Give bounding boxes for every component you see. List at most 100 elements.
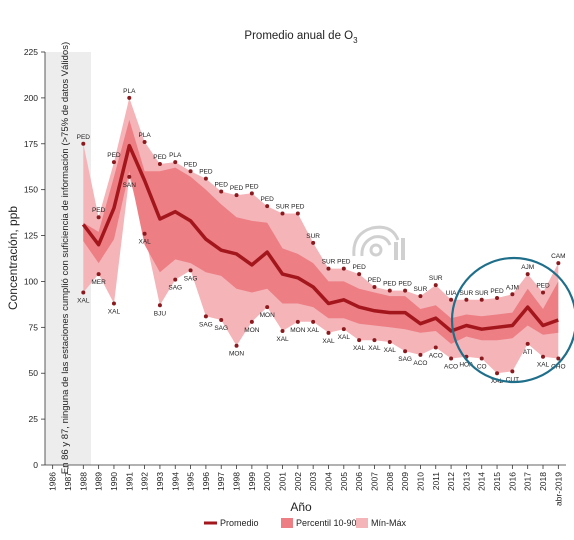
min-station-label: MON [290,327,305,334]
min-point [203,314,208,319]
y-tick-label: 50 [29,368,39,378]
min-point [280,329,285,334]
min-station-label: ATI [523,349,533,356]
x-tick-label: 1989 [94,472,104,491]
min-point [556,356,561,361]
x-tick-label: 2016 [507,472,517,491]
max-station-label: SUR [306,233,320,240]
x-tick-label: 2009 [400,472,410,491]
max-point [295,211,300,216]
x-tick-label: 1998 [232,472,242,491]
max-station-label: PED [368,277,382,284]
max-point [357,272,362,277]
x-tick-label: 2015 [492,472,502,491]
x-tick-label: 2003 [308,472,318,491]
max-point [265,204,270,209]
x-tick-label: 2008 [385,472,395,491]
x-tick-label: 2006 [354,472,364,491]
y-axis-ticks: 0 25 50 75 100 125 150 175 200 225 [24,47,45,470]
watermark-logo [352,225,405,260]
min-station-label: MER [91,279,106,286]
max-point [418,294,423,299]
legend-item-promedio: Promedio [204,518,259,528]
max-station-label: PED [215,182,229,189]
min-station-label: MON [229,351,244,358]
max-point [326,266,331,271]
min-station-label: XAL [537,362,550,369]
max-station-label: PED [153,154,167,161]
max-station-label: PED [398,281,412,288]
max-station-label: SUR [429,275,443,282]
min-point [433,345,438,350]
chart-title-subscript: 3 [353,36,358,45]
min-point [495,371,500,376]
max-point [525,272,530,277]
min-point [510,369,515,374]
legend-label-percentil: Percentil 10-90 [296,518,357,528]
min-max-band [83,97,559,374]
legend: Promedio Percentil 10-90 Mín-Máx [204,518,407,528]
min-point [81,290,86,295]
plot-area: PED XAL PED MER PED XAL PLA SAN PLA XAL PED BJU PLA S… [77,88,566,385]
max-point [403,288,408,293]
y-tick-label: 175 [24,139,38,149]
x-tick-label: 1988 [78,472,88,491]
x-axis-ticks: 1986 1987 1988 1989 1990 1991 1992 1993 1994 1995… [48,465,563,506]
x-tick-label: 1993 [155,472,165,491]
min-station-label: XAL [276,336,289,343]
x-tick-label: 1999 [247,472,257,491]
max-point [464,297,469,302]
max-station-label: PED [107,152,121,159]
min-station-label: MON [244,327,259,334]
x-tick-label: 2001 [278,472,288,491]
min-station-label: XAL [322,338,335,345]
y-tick-label: 75 [29,322,39,332]
x-axis-title: Año [290,500,312,514]
max-point [203,176,208,181]
max-point [96,215,101,220]
min-point [525,341,530,346]
min-station-label: CO [477,364,487,371]
max-point [142,139,147,144]
x-tick-label: 2018 [538,472,548,491]
min-point [418,352,423,357]
max-station-label: PED [536,282,550,289]
min-point [111,301,116,306]
chart-title: Promedio anual de O3 [244,30,358,45]
max-station-label: PED [230,185,244,192]
min-point [357,338,362,343]
x-tick-label: 1992 [140,472,150,491]
max-station-label: SUR [322,259,336,266]
no-data-note: En 86 y 87, ninguna de las estaciones cu… [60,42,71,474]
max-point [449,297,454,302]
min-station-label: XAL [77,297,90,304]
min-station-label: ACO [413,360,427,367]
max-point [188,169,193,174]
x-tick-label: 2014 [477,472,487,491]
min-station-label: XAL [384,347,397,354]
min-point [188,268,193,273]
max-station-label: PED [352,264,366,271]
legend-item-min-max: Mín-Máx [356,518,407,528]
max-point [173,160,178,165]
x-tick-label: 2004 [323,472,333,491]
max-station-label: AJM [506,284,519,291]
x-tick-label: 2005 [339,472,349,491]
min-station-label: XAL [368,345,381,352]
min-station-label: XAL [138,239,151,246]
max-station-label: CAM [551,253,565,260]
min-station-label: XAL [307,327,320,334]
max-station-label: PED [383,281,397,288]
max-station-label: PED [184,161,198,168]
max-station-label: PLA [138,132,151,139]
max-point [495,295,500,300]
x-tick-label: 2013 [461,472,471,491]
max-point [127,95,132,100]
max-point [479,297,484,302]
max-station-label: PLA [123,88,136,95]
x-tick-label: 1991 [124,472,134,491]
min-point [157,303,162,308]
max-station-label: SUR [475,290,489,297]
max-point [433,283,438,288]
min-station-label: SAN [123,182,137,189]
